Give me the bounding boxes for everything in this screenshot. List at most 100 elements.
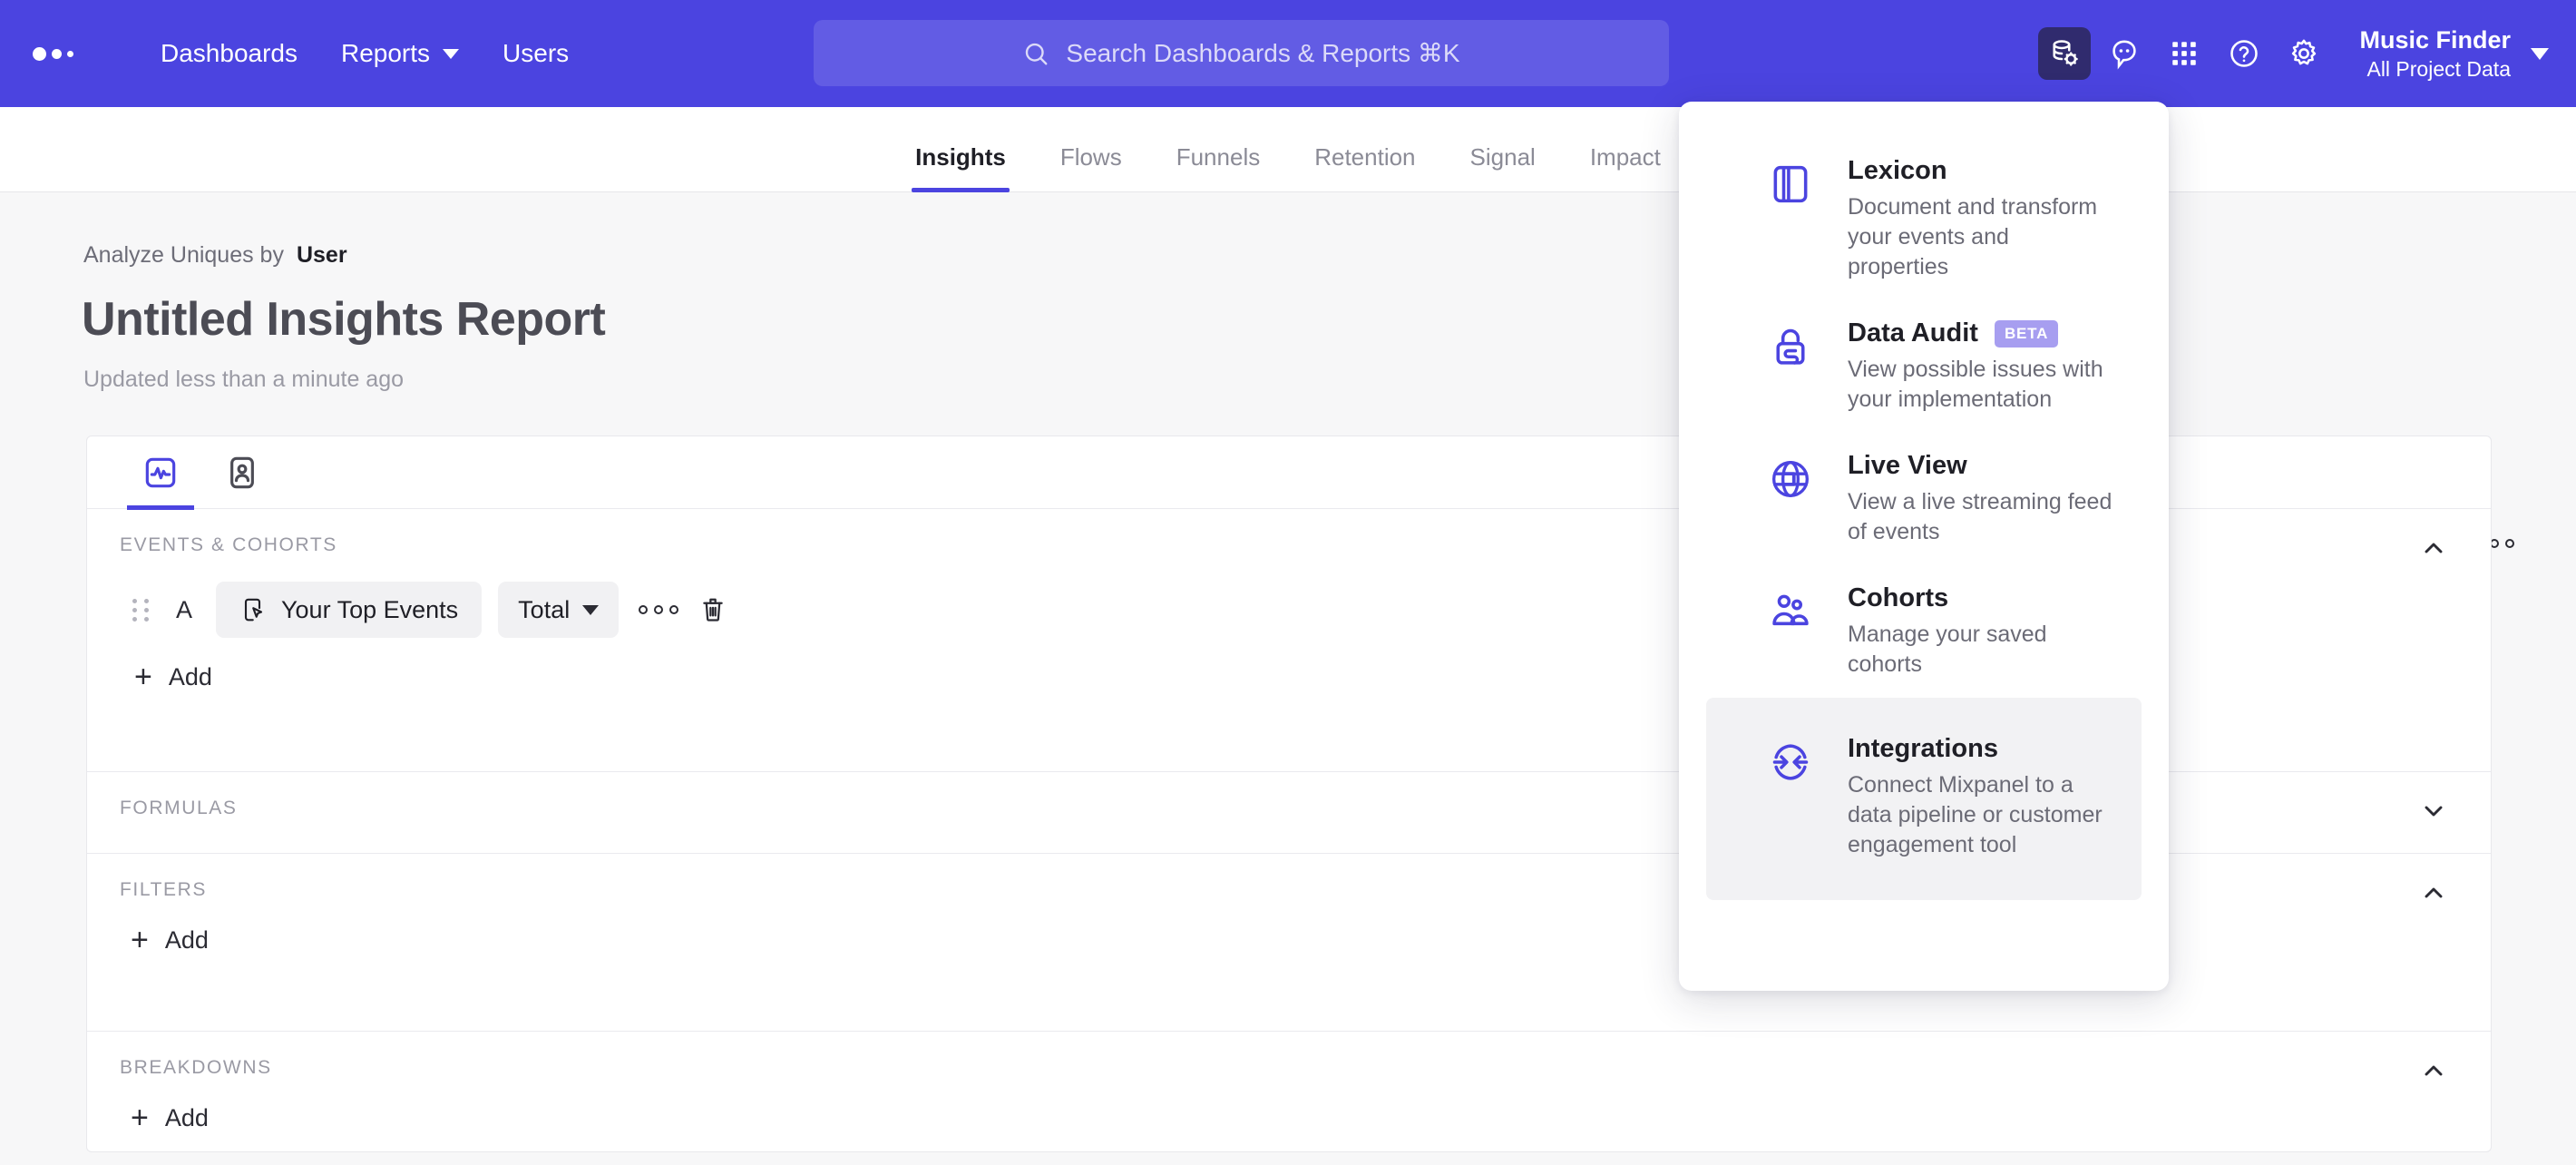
drag-handle-icon[interactable] xyxy=(132,598,163,622)
add-event-button[interactable]: + Add xyxy=(131,654,216,700)
tab-impact[interactable]: Impact xyxy=(1589,143,1661,171)
breadcrumb-label: Analyze Uniques by xyxy=(83,242,284,268)
event-name-label: Your Top Events xyxy=(281,595,459,623)
menu-item-title: Live View xyxy=(1848,451,2113,481)
page-title[interactable]: Untitled Insights Report xyxy=(82,293,606,346)
tab-signal[interactable]: Signal xyxy=(1469,143,1536,171)
menu-item-description: View possible issues with your implement… xyxy=(1848,357,2103,412)
trash-icon xyxy=(703,598,723,622)
section-body: + Add xyxy=(87,1079,2491,1151)
menu-item-text: Lexicon Document and transform your even… xyxy=(1848,156,2113,282)
event-measure-label: Total xyxy=(518,595,571,623)
tab-funnels[interactable]: Funnels xyxy=(1176,143,1261,171)
add-breakdown-label: Add xyxy=(164,1103,209,1131)
mixpanel-logo-icon[interactable] xyxy=(33,46,73,61)
menu-item-title: Lexicon xyxy=(1848,156,2113,186)
plus-icon: + xyxy=(131,923,149,957)
page-body: Analyze Uniques by User Untitled Insight… xyxy=(0,192,2576,1165)
menu-item-title-label: Live View xyxy=(1848,451,1967,480)
menu-item-title: Cohorts xyxy=(1848,583,2113,613)
chevron-up-icon xyxy=(2425,887,2443,898)
section-title: FILTERS xyxy=(120,879,207,900)
menu-item-text: Cohorts Manage your saved cohorts xyxy=(1848,583,2113,680)
project-name: Music Finder xyxy=(2359,25,2511,54)
top-header: Dashboards Reports Users Search Dashboar… xyxy=(0,0,2576,107)
event-delete-button[interactable] xyxy=(698,595,727,624)
chevron-up-icon xyxy=(2425,1065,2443,1076)
add-breakdown-button[interactable]: + Add xyxy=(127,1095,212,1141)
menu-item-text: Integrations Connect Mixpanel to a data … xyxy=(1848,734,2113,860)
event-selector[interactable]: Your Top Events xyxy=(216,582,483,638)
menu-item-integrations[interactable]: Integrations Connect Mixpanel to a data … xyxy=(1706,698,2142,900)
menu-item-description: Manage your saved cohorts xyxy=(1848,622,2047,677)
menu-item-title-label: Lexicon xyxy=(1848,156,1947,185)
menu-item-title-label: Integrations xyxy=(1848,734,1998,763)
tab-retention[interactable]: Retention xyxy=(1314,143,1416,171)
section-collapse-toggle[interactable] xyxy=(2418,533,2449,563)
integrations-arrows-icon xyxy=(1768,734,1820,860)
event-letter-label: A xyxy=(176,595,193,623)
menu-item-lexicon[interactable]: Lexicon Document and transform your even… xyxy=(1706,138,2142,300)
users-view-tab[interactable] xyxy=(201,436,283,509)
plus-icon: + xyxy=(134,660,152,694)
chevron-down-icon xyxy=(582,604,600,615)
section-body: A Your Top Events Total xyxy=(87,556,2491,727)
activity-chart-icon xyxy=(145,457,176,487)
project-scope: All Project Data xyxy=(2366,56,2511,81)
section-collapse-toggle[interactable] xyxy=(2418,1055,2449,1086)
menu-item-title-label: Cohorts xyxy=(1848,583,1949,612)
project-chevron-down-icon[interactable] xyxy=(2531,47,2549,60)
menu-item-title-label: Data Audit xyxy=(1848,318,1978,348)
menu-item-live-view[interactable]: Live View View a live streaming feed of … xyxy=(1706,433,2142,565)
project-selector[interactable]: Music Finder All Project Data xyxy=(2359,25,2511,83)
section-title: BREAKDOWNS xyxy=(120,1057,272,1078)
search-icon xyxy=(1026,43,1048,64)
more-horizontal-icon xyxy=(639,605,679,614)
events-view-tab[interactable] xyxy=(120,436,201,510)
nav-item-reports-label: Reports xyxy=(340,39,431,67)
nav-item-dashboards[interactable]: Dashboards xyxy=(161,39,298,67)
data-management-icon[interactable] xyxy=(2038,27,2092,80)
menu-item-description: Connect Mixpanel to a data pipeline or c… xyxy=(1848,772,2103,857)
tab-insights[interactable]: Insights xyxy=(888,143,1033,192)
event-more-button[interactable] xyxy=(639,605,679,614)
section-collapse-toggle[interactable] xyxy=(2418,796,2449,827)
primary-nav: Dashboards Reports Users xyxy=(139,30,590,77)
event-row: A Your Top Events Total xyxy=(120,573,2491,638)
user-card-icon xyxy=(230,456,254,488)
breadcrumb: Analyze Uniques by User xyxy=(83,242,347,269)
menu-item-data-audit[interactable]: Data Audit BETA View possible issues wit… xyxy=(1706,300,2142,433)
settings-gear-icon[interactable] xyxy=(2278,27,2330,80)
data-audit-lock-icon xyxy=(1768,318,1820,415)
add-filter-label: Add xyxy=(164,925,209,954)
menu-item-text: Live View View a live streaming feed of … xyxy=(1848,451,2113,547)
menu-item-cohorts[interactable]: Cohorts Manage your saved cohorts xyxy=(1706,565,2142,698)
section-formulas: FORMULAS xyxy=(87,772,2491,854)
plus-icon: + xyxy=(131,1101,149,1135)
header-action-icons: Music Finder All Project Data xyxy=(2038,0,2549,107)
menu-item-text: Data Audit BETA View possible issues wit… xyxy=(1848,318,2113,415)
beta-badge: BETA xyxy=(1994,319,2059,348)
search-placeholder: Search Dashboards & Reports ⌘K xyxy=(1066,39,1460,67)
page-updated-status: Updated less than a minute ago xyxy=(83,367,405,392)
section-title: FORMULAS xyxy=(120,798,238,818)
apps-grid-icon[interactable] xyxy=(2158,27,2210,80)
nav-item-reports[interactable]: Reports xyxy=(319,30,481,77)
event-tap-icon xyxy=(244,598,263,622)
help-question-icon[interactable] xyxy=(2218,27,2270,80)
report-type-tabs: Insights Flows Funnels Retention Signal … xyxy=(0,107,2576,192)
chevron-down-icon xyxy=(443,48,460,59)
event-measure-selector[interactable]: Total xyxy=(498,582,620,638)
tab-flows[interactable]: Flows xyxy=(1059,143,1122,171)
section-title: EVENTS & COHORTS xyxy=(120,534,337,555)
search-input[interactable]: Search Dashboards & Reports ⌘K xyxy=(814,20,1669,86)
add-filter-button[interactable]: + Add xyxy=(127,917,212,963)
menu-item-description: View a live streaming feed of events xyxy=(1848,489,2113,544)
nav-item-users[interactable]: Users xyxy=(503,39,570,67)
feedback-chat-icon[interactable] xyxy=(2098,27,2151,80)
section-collapse-toggle[interactable] xyxy=(2418,877,2449,908)
breadcrumb-value-user[interactable]: User xyxy=(296,242,347,268)
builder-view-tabs xyxy=(87,436,2491,510)
cohorts-people-icon xyxy=(1768,583,1820,680)
data-management-menu: Lexicon Document and transform your even… xyxy=(1679,102,2169,991)
